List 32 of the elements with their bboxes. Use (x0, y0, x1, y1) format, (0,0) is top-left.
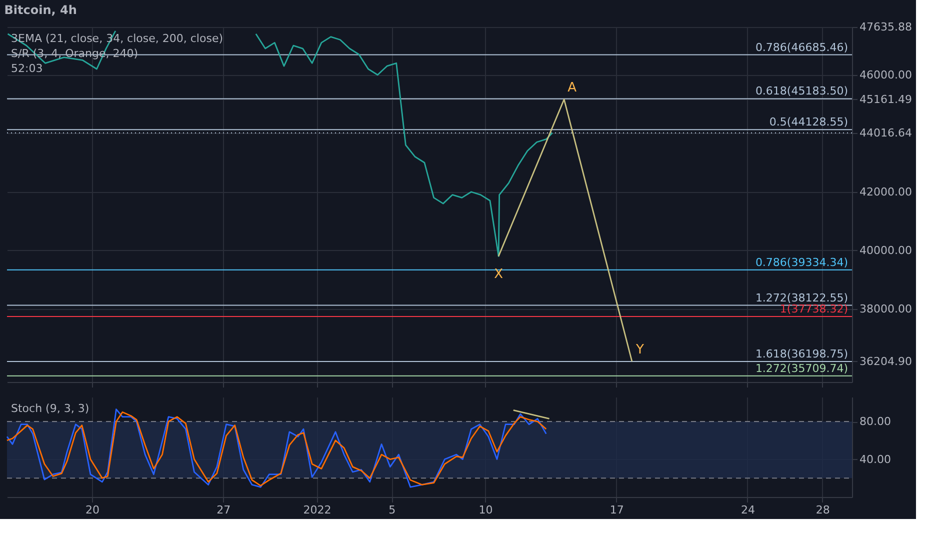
annotation: A (568, 80, 577, 96)
ref-line-label: 0.618(45183.50) (755, 84, 848, 98)
y-tick-label: 45161.49 (860, 92, 912, 106)
ref-line-label: 0.786(39334.34) (755, 256, 848, 269)
y-tick-label: 40.00 (860, 452, 891, 466)
x-tick-label: 2022 (303, 504, 332, 516)
y-tick-label: 36204.90 (860, 354, 912, 368)
annotation: Y (634, 342, 644, 358)
ref-line-label: 1.272(35709.74) (755, 362, 848, 375)
y-tick-label: 40000.00 (860, 244, 912, 257)
y-tick-label: 42000.00 (860, 185, 912, 198)
y-tick-label: 44016.64 (860, 126, 912, 140)
annotation: X (494, 267, 504, 282)
x-tick-label: 24 (740, 504, 755, 516)
x-tick-label: 5 (388, 504, 396, 516)
y-tick-label: 80.00 (860, 415, 891, 428)
ref-line-label: 1.618(36198.75) (755, 348, 848, 361)
y-tick-label: 46000.00 (860, 68, 912, 82)
ref-line-label: 1(37738.32) (780, 302, 848, 316)
x-tick-label: 27 (216, 504, 231, 516)
y-tick-label: 47635.88 (860, 20, 912, 34)
ref-line-label: 0.5(44128.55) (769, 116, 848, 129)
x-tick-label: 20 (86, 504, 100, 516)
ref-line-label: 0.786(46685.46) (755, 40, 848, 54)
annotation: 52:03 (11, 62, 43, 75)
x-tick-label: 28 (816, 504, 830, 516)
y-tick-label: 38000.00 (860, 302, 912, 316)
annotation: Stoch (9, 3, 3) (11, 402, 90, 415)
x-tick-label: 17 (610, 504, 624, 516)
ref-line-label: 1.272(38122.55) (755, 291, 848, 304)
chart-title: Bitcoin, 4h (4, 3, 77, 18)
x-tick-label: 10 (478, 504, 493, 516)
